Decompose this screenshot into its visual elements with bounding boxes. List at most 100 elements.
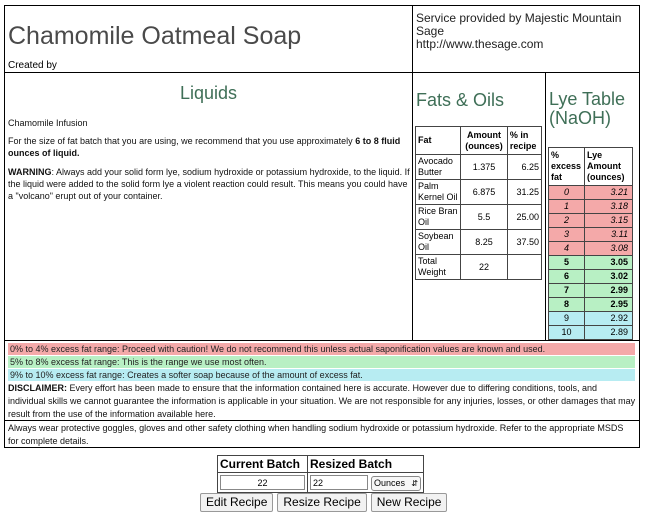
lye-excess: 7: [548, 283, 585, 298]
safety-note: Always wear protective goggles, gloves a…: [8, 423, 624, 446]
fats-lye-divider: [545, 72, 546, 340]
table-row: 2 3.15: [548, 213, 633, 228]
lye-excess: 6: [548, 269, 585, 284]
lye-heading: Lye Table (NaOH): [549, 89, 626, 128]
lye-amount: 3.18: [584, 199, 633, 214]
service-credit: Service provided by Majestic Mountain Sa…: [416, 12, 636, 51]
fats-total-row: Total Weight 22: [415, 254, 543, 280]
resize-recipe-button[interactable]: Resize Recipe: [277, 493, 367, 512]
lye-amount: 3.11: [584, 227, 633, 242]
fat-amount: 8.25: [460, 229, 508, 255]
table-row: Palm Kernel Oil 6.875 31.25: [415, 179, 543, 205]
liquid-recommendation: For the size of fat batch that you are u…: [8, 135, 410, 159]
table-row: 0 3.21: [548, 185, 633, 200]
service-url: http://www.thesage.com: [416, 37, 544, 51]
current-batch-label: Current Batch: [217, 455, 308, 473]
total-pct-empty: [506, 254, 543, 280]
unit-select-value: Ounces: [374, 477, 406, 488]
new-recipe-button[interactable]: New Recipe: [370, 493, 448, 512]
disclaimer-bottom-rule: [4, 420, 640, 421]
lye-amount: 3.21: [584, 185, 633, 200]
resized-batch-cell: Ounces ⇵: [307, 472, 424, 493]
recipe-actions: Edit Recipe Resize Recipe New Recipe: [200, 493, 448, 512]
header-bottom-rule: [4, 72, 640, 73]
fat-name: Palm Kernel Oil: [415, 179, 461, 205]
warning-label: WARNING: [8, 167, 52, 177]
lye-amount: 2.92: [584, 311, 633, 326]
lye-amount: 2.99: [584, 283, 633, 298]
table-row: 9 2.92: [548, 311, 633, 326]
liquids-heading: Liquids: [180, 83, 238, 103]
fats-header-row: Fat Amount (ounces) % in recipe: [415, 126, 543, 155]
edit-recipe-button[interactable]: Edit Recipe: [200, 493, 274, 512]
lye-col-excess: % excess fat: [548, 147, 585, 186]
table-row: 8 2.95: [548, 297, 633, 312]
fat-name: Rice Bran Oil: [415, 204, 461, 230]
disclaimer-label: DISCLAIMER:: [8, 383, 67, 393]
lye-excess: 9: [548, 311, 585, 326]
table-row: 10 2.89: [548, 325, 633, 340]
table-row: 4 3.08: [548, 241, 633, 256]
table-row: 1 3.18: [548, 199, 633, 214]
header-divider: [412, 5, 413, 340]
current-batch-field[interactable]: [220, 475, 305, 491]
fat-pct: 37.50: [506, 229, 543, 255]
table-row: 5 3.05: [548, 255, 633, 270]
created-by: Created by: [8, 60, 57, 71]
lye-excess: 8: [548, 297, 585, 312]
fat-pct: 25.00: [506, 204, 543, 230]
batch-value-row: Ounces ⇵: [217, 472, 424, 493]
lye-amount: 3.05: [584, 255, 633, 270]
total-value: 22: [460, 254, 508, 280]
tables-bottom-rule: [4, 340, 640, 341]
recommend-text: For the size of fat batch that you are u…: [8, 136, 356, 146]
lye-amount: 2.95: [584, 297, 633, 312]
table-row: Rice Bran Oil 5.5 25.00: [415, 204, 543, 230]
lye-warning: WARNING: Always add your solid form lye,…: [8, 166, 410, 202]
chevron-updown-icon: ⇵: [411, 478, 418, 488]
page-title: Chamomile Oatmeal Soap: [8, 22, 302, 50]
lye-header-row: % excess fat Lye Amount (ounces): [548, 147, 633, 186]
recipe-frame: [4, 5, 640, 448]
range-recommended-note: 5% to 8% excess fat range: This is the r…: [8, 356, 635, 368]
unit-select[interactable]: Ounces ⇵: [371, 475, 421, 491]
lye-col-amount: Lye Amount (ounces): [584, 147, 633, 186]
fats-col-pct: % in recipe: [506, 126, 543, 155]
fat-amount: 6.875: [460, 179, 508, 205]
table-row: 3 3.11: [548, 227, 633, 242]
lye-amount: 3.08: [584, 241, 633, 256]
table-row: 6 3.02: [548, 269, 633, 284]
fat-amount: 1.375: [460, 154, 508, 180]
lye-excess: 2: [548, 213, 585, 228]
resized-batch-input[interactable]: [310, 475, 368, 490]
lye-excess: 10: [548, 325, 585, 340]
fat-name: Soybean Oil: [415, 229, 461, 255]
recommend-amount: 6 to 8 fluid ounces of liquid.: [8, 136, 401, 158]
fats-table: Fat Amount (ounces) % in recipe Avocado …: [415, 126, 543, 280]
fat-pct: 31.25: [506, 179, 543, 205]
lye-excess: 5: [548, 255, 585, 270]
total-label: Total Weight: [415, 254, 461, 280]
resized-batch-label: Resized Batch: [307, 455, 424, 473]
table-row: 7 2.99: [548, 283, 633, 298]
lye-excess: 0: [548, 185, 585, 200]
lye-amount: 3.02: [584, 269, 633, 284]
liquid-type: Chamomile Infusion: [8, 118, 88, 128]
disclaimer: DISCLAIMER: Every effort has been made t…: [8, 382, 636, 421]
lye-excess: 4: [548, 241, 585, 256]
batch-resize-table: Current Batch Resized Batch Ounces ⇵: [217, 455, 424, 493]
lye-table: % excess fat Lye Amount (ounces) 0 3.21 1…: [548, 147, 633, 340]
fat-pct: 6.25: [506, 154, 543, 180]
fats-heading: Fats & Oils: [416, 90, 505, 110]
fat-amount: 5.5: [460, 204, 508, 230]
lye-excess: 3: [548, 227, 585, 242]
lye-amount: 3.15: [584, 213, 633, 228]
range-soft-note: 9% to 10% excess fat range: Creates a so…: [8, 369, 635, 381]
batch-header-row: Current Batch Resized Batch: [217, 455, 424, 473]
lye-excess: 1: [548, 199, 585, 214]
warning-text: : Always add your solid form lye, sodium…: [8, 167, 410, 201]
table-row: Soybean Oil 8.25 37.50: [415, 229, 543, 255]
disclaimer-text: Every effort has been made to ensure tha…: [8, 383, 636, 419]
table-row: Avocado Butter 1.375 6.25: [415, 154, 543, 180]
